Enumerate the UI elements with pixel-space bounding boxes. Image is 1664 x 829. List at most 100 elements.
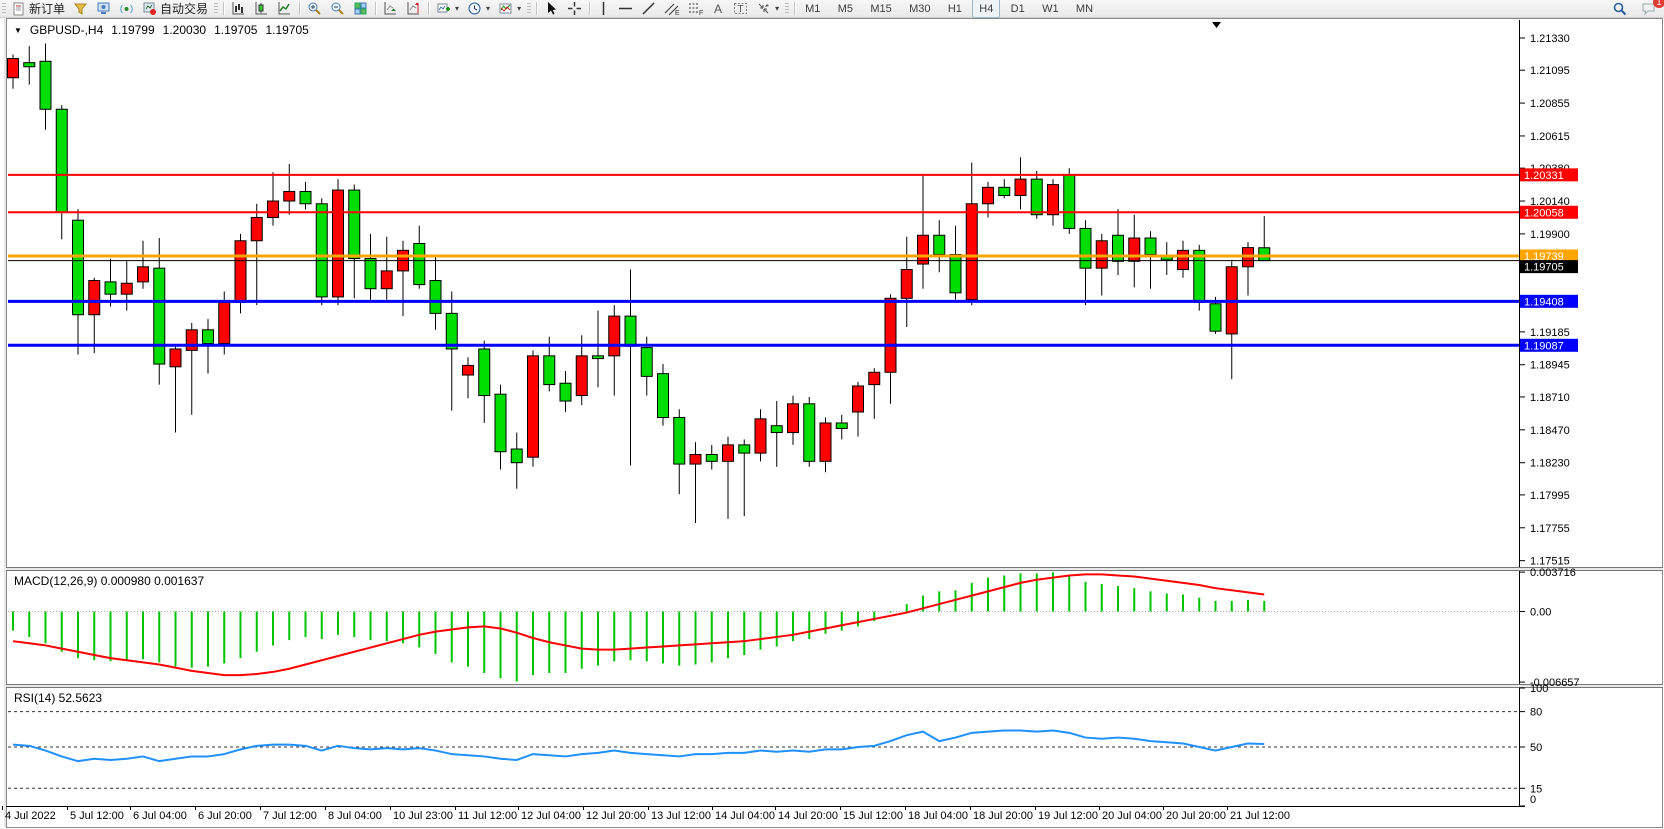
svg-text:1.18710: 1.18710 — [1530, 392, 1570, 404]
tab-m30[interactable]: M30 — [909, 2, 931, 15]
channel-icon: E — [664, 1, 680, 16]
tab-d1[interactable]: D1 — [1010, 2, 1025, 15]
svg-text:4 Jul 2022: 4 Jul 2022 — [5, 810, 56, 822]
fibonacci-icon: F — [688, 1, 704, 16]
svg-text:14 Jul 20:00: 14 Jul 20:00 — [778, 810, 838, 822]
line-chart-icon — [277, 1, 292, 16]
candlestick-chart-button[interactable] — [250, 0, 273, 18]
tab-h4[interactable]: H4 — [972, 0, 1001, 18]
svg-text:-0.006657: -0.006657 — [1530, 677, 1580, 689]
macd-rsi-separator — [6, 684, 1663, 688]
notifications-button[interactable]: 1 — [1637, 0, 1664, 18]
toolbar: 新订单 自动交易 — [0, 0, 1664, 18]
auto-trading-label: 自动交易 — [160, 2, 209, 16]
zoom-out-button[interactable] — [326, 0, 349, 18]
new-chart-button[interactable]: ▾ — [432, 0, 463, 18]
tile-windows-button[interactable] — [349, 0, 372, 18]
zoom-in-button[interactable] — [303, 0, 326, 18]
arrows-icon — [756, 1, 771, 16]
svg-text:1.17515: 1.17515 — [1530, 556, 1570, 568]
svg-text:19 Jul 12:00: 19 Jul 12:00 — [1038, 810, 1098, 822]
svg-text:18 Jul 04:00: 18 Jul 04:00 — [908, 810, 968, 822]
new-order-label: 新订单 — [29, 2, 66, 16]
horizontal-line-icon — [618, 1, 633, 16]
channel-button[interactable]: E — [660, 0, 684, 18]
vertical-line-icon — [597, 1, 610, 16]
trendline-button[interactable] — [637, 0, 660, 18]
rsi-panel: 100 80 50 150 — [8, 683, 1548, 807]
crosshair-button[interactable] — [563, 0, 586, 18]
auto-trading-icon — [142, 1, 157, 16]
search-button[interactable] — [1608, 0, 1631, 18]
svg-text:15 Jul 12:00: 15 Jul 12:00 — [843, 810, 903, 822]
cursor-button[interactable] — [540, 0, 563, 18]
tab-w1[interactable]: W1 — [1042, 2, 1059, 15]
vertical-line-button[interactable] — [593, 0, 614, 18]
tab-m15[interactable]: M15 — [870, 2, 892, 15]
svg-text:80: 80 — [1530, 707, 1542, 719]
signal-waves-icon — [119, 1, 134, 16]
tab-m5[interactable]: M5 — [837, 2, 853, 15]
tab-m1[interactable]: M1 — [805, 2, 821, 15]
auto-scroll-icon — [383, 1, 398, 16]
bar-chart-button[interactable] — [227, 0, 250, 18]
notification-badge: 1 — [1653, 0, 1664, 8]
tab-mn[interactable]: MN — [1075, 2, 1094, 15]
svg-text:1.18945: 1.18945 — [1530, 360, 1570, 372]
svg-text:1.20331: 1.20331 — [1524, 170, 1564, 182]
terminal-window-button[interactable] — [92, 0, 115, 18]
horizontal-line-button[interactable] — [614, 0, 637, 18]
auto-trading-button[interactable]: 自动交易 — [138, 0, 212, 18]
svg-text:12 Jul 20:00: 12 Jul 20:00 — [586, 810, 646, 822]
svg-text:1.19408: 1.19408 — [1524, 296, 1564, 308]
zoom-in-icon — [307, 1, 322, 16]
new-order-button[interactable]: 新订单 — [8, 0, 69, 18]
svg-text:20 Jul 20:00: 20 Jul 20:00 — [1166, 810, 1226, 822]
monitor-icon — [96, 1, 111, 16]
market-watch-button[interactable] — [69, 0, 92, 18]
trendline-icon — [641, 1, 656, 16]
funnel-icon — [73, 1, 88, 16]
arrows-button[interactable]: ▾ — [752, 0, 783, 18]
toolbar-grip[interactable] — [2, 2, 6, 15]
svg-text:E: E — [675, 10, 680, 16]
tab-h1[interactable]: H1 — [947, 2, 962, 15]
svg-text:F: F — [699, 10, 703, 16]
text-button[interactable]: A — [708, 0, 729, 18]
ohlc-open: 1.19799 — [111, 23, 155, 37]
text-label-button[interactable]: T — [729, 0, 752, 18]
svg-text:6 Jul 04:00: 6 Jul 04:00 — [133, 810, 187, 822]
price-level-badge: 1.20058 — [1520, 205, 1578, 219]
indicators-button[interactable]: ▾ — [494, 0, 525, 18]
macd-signal-line — [12, 573, 1265, 677]
candlestick-icon — [254, 1, 269, 16]
timeframe-group: M1 M5 M15 M30 H1 H4 D1 W1 MN — [798, 0, 1100, 18]
signals-button[interactable] — [115, 0, 138, 18]
auto-scroll-button[interactable] — [379, 0, 402, 18]
svg-text:14 Jul 04:00: 14 Jul 04:00 — [715, 810, 775, 822]
svg-text:1.17995: 1.17995 — [1530, 490, 1570, 502]
candlestick-series — [7, 43, 1271, 523]
svg-text:6 Jul 20:00: 6 Jul 20:00 — [198, 810, 252, 822]
svg-text:21 Jul 12:00: 21 Jul 12:00 — [1230, 810, 1290, 822]
toolbar-grip[interactable] — [214, 2, 219, 15]
svg-text:20 Jul 04:00: 20 Jul 04:00 — [1102, 810, 1162, 822]
svg-text:50: 50 — [1530, 742, 1542, 754]
periods-button[interactable]: ▾ — [463, 0, 494, 18]
tile-windows-icon — [353, 1, 368, 16]
svg-text:0.003716: 0.003716 — [1530, 567, 1576, 579]
toolbar-grip[interactable] — [527, 2, 532, 15]
rsi-line — [12, 729, 1265, 763]
line-chart-button[interactable] — [273, 0, 296, 18]
svg-text:7 Jul 12:00: 7 Jul 12:00 — [263, 810, 317, 822]
chart-shift-button[interactable] — [402, 0, 425, 18]
svg-text:1.19087: 1.19087 — [1524, 340, 1564, 352]
toolbar-grip[interactable] — [785, 2, 790, 15]
bar-chart-icon — [231, 1, 246, 16]
symbol-dropdown-icon[interactable]: ▼ — [14, 25, 22, 35]
svg-text:1.19185: 1.19185 — [1530, 327, 1570, 339]
fibonacci-button[interactable]: F — [684, 0, 708, 18]
clock-icon — [467, 1, 482, 16]
horizontal-level-lines — [8, 173, 1519, 347]
